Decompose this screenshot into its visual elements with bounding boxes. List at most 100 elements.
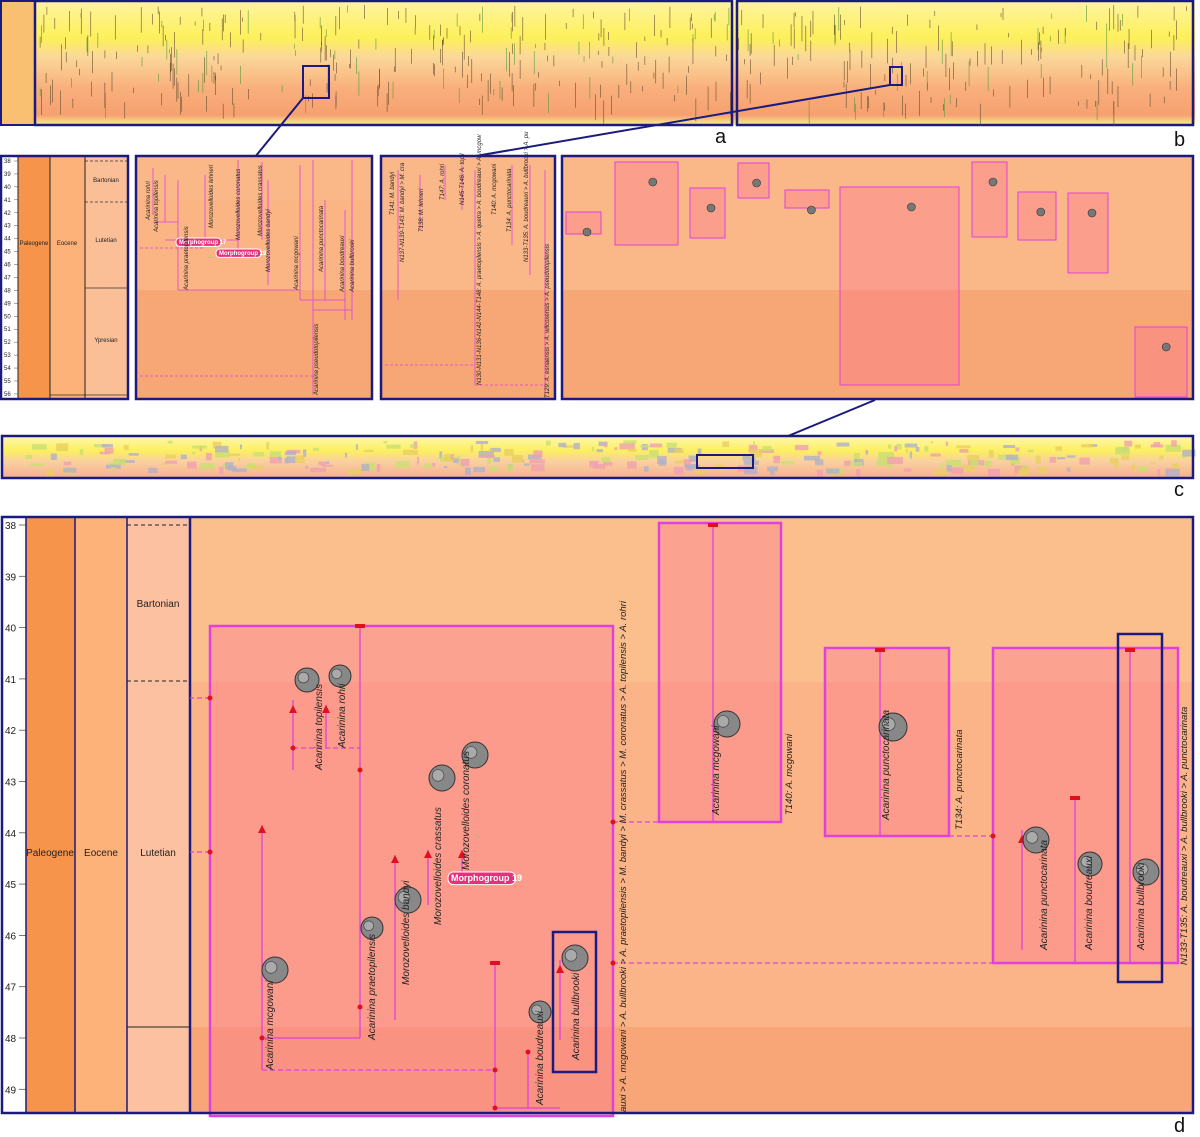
fossil-image: [807, 205, 816, 215]
tree-block: [504, 448, 514, 456]
tree-block: [601, 457, 611, 463]
tree-block: [253, 452, 264, 457]
tree-block: [596, 449, 603, 453]
stage-label: Bartonian: [93, 178, 119, 184]
tree-block: [200, 463, 215, 470]
fossil-image: [1087, 208, 1097, 218]
tree-block: [321, 464, 333, 467]
tree-block: [956, 445, 971, 449]
tree-block: [749, 449, 763, 458]
morphogroup-label: Morphogroup 19: [219, 251, 267, 257]
tree-block: [475, 440, 489, 445]
arrow-head: [391, 855, 399, 863]
fossil-image: [648, 177, 658, 187]
tree-block: [603, 462, 613, 466]
node: [990, 833, 996, 839]
tree-block: [894, 445, 898, 452]
tree-block: [817, 451, 822, 456]
tree-block: [1157, 468, 1161, 477]
tree-block: [347, 469, 362, 475]
tree-block: [854, 458, 858, 462]
tree-block: [1027, 449, 1034, 453]
tree-block: [748, 444, 758, 453]
taxon-label: Acarinina rohri: [337, 683, 348, 749]
taxon-label: Morozovelloides bandyi: [401, 880, 412, 985]
tree-block: [450, 454, 454, 460]
detail-panel: 38 39 40 41 42 43 44 45 46 47 48 49 Paleogene Eocene B…: [0, 515, 1195, 1118]
tick-label: 40: [5, 624, 17, 635]
range-end: [355, 624, 365, 628]
tree-block: [1109, 457, 1119, 464]
tick-label: 52: [4, 340, 11, 346]
tree-block: [652, 453, 656, 456]
panel-c-frame: [0, 434, 1195, 480]
tree-block: [286, 456, 296, 464]
tree-block: [826, 468, 840, 474]
tree-block: [443, 453, 455, 462]
stage-column: [85, 156, 128, 399]
tick-column: [2, 517, 26, 1113]
tree-block: [284, 457, 289, 464]
tree-block: [744, 466, 758, 475]
tree-block: [402, 449, 418, 455]
tree-block: [501, 469, 508, 473]
tree-block: [657, 456, 667, 464]
tree-block: [773, 455, 781, 464]
tree-block: [592, 464, 606, 469]
tree-block: [278, 456, 282, 460]
tree-block: [1132, 464, 1136, 471]
tree-block: [269, 457, 283, 464]
tree-block: [490, 465, 498, 472]
tree-block: [933, 469, 948, 476]
tree-block: [56, 443, 69, 452]
tree-block: [251, 465, 264, 470]
node: [610, 819, 616, 825]
node-label: N130-N131-N136-N142-N144-T148: A. praeto…: [477, 134, 483, 385]
group-box: [657, 521, 783, 824]
tree-block: [361, 464, 370, 472]
group-label: T140: A. mcgowani: [784, 733, 795, 815]
taxon-label: Acarinina mcgowani: [294, 236, 300, 291]
tree-block: [215, 451, 230, 458]
zoom-box: [696, 454, 754, 469]
tree-block: [395, 461, 410, 468]
tree-block: [239, 444, 243, 450]
tree-block: [481, 454, 495, 458]
range-end: [1125, 648, 1135, 652]
node-label: T147: A. rohri: [440, 163, 446, 200]
band: [190, 1027, 1193, 1113]
tree-block: [460, 458, 470, 467]
stage-label: Bartonian: [137, 599, 180, 610]
range-end: [875, 648, 885, 652]
tree-block: [627, 448, 637, 452]
tree-block: [1165, 468, 1180, 477]
tree-block: [1116, 446, 1130, 453]
tree-block: [1049, 456, 1056, 463]
tree-block: [192, 451, 196, 455]
tree-block: [966, 455, 980, 461]
tree-block: [295, 455, 305, 464]
node: [492, 1105, 498, 1111]
tree-block: [688, 455, 698, 462]
tick-label: 39: [4, 172, 11, 178]
tick-column: [1, 156, 18, 399]
tree-block: [63, 461, 72, 466]
tree-block: [416, 456, 420, 465]
tree-block: [326, 461, 330, 464]
tree-block: [856, 469, 861, 477]
panel-label: b: [1174, 129, 1185, 151]
tree-block: [63, 467, 77, 473]
tick-label: 44: [5, 829, 17, 840]
taxon-label: Acarinina praetopilensis: [367, 934, 378, 1041]
tree-block: [988, 450, 994, 458]
tree-block: [1035, 455, 1041, 464]
tree-block: [762, 446, 772, 451]
tick-label: 41: [5, 675, 17, 686]
strip-scale: [1, 1, 35, 125]
group-box: [737, 162, 770, 199]
panel-label: a: [715, 126, 727, 148]
tree-block: [836, 442, 850, 447]
panel-label: d: [1174, 1115, 1185, 1137]
taxon-label: Morozovelloides crassatus: [433, 807, 444, 925]
tick-label: 45: [4, 250, 11, 256]
